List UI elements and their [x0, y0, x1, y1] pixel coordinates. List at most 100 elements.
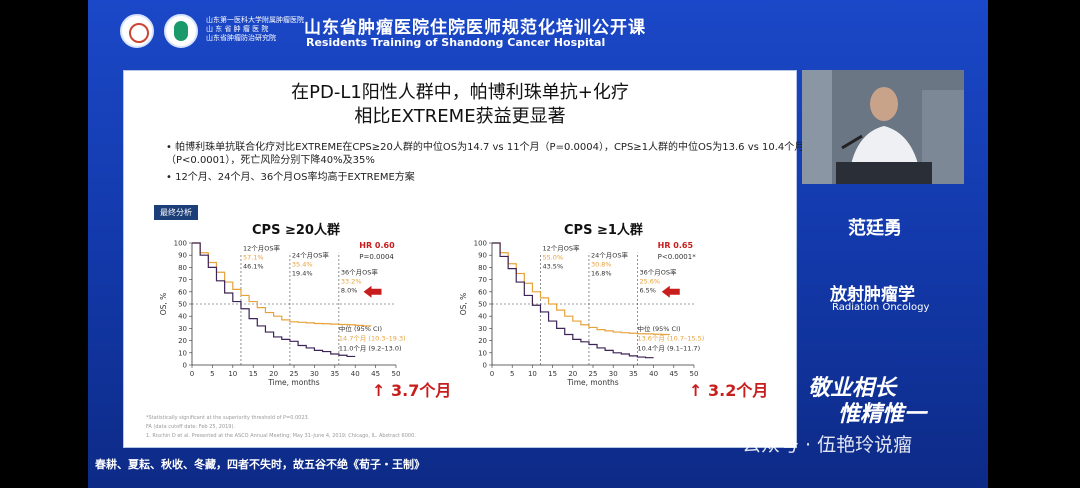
- chart1-landmark-purple-value: 19.4%: [292, 270, 313, 278]
- chart2-x-tick-label: 35: [629, 370, 638, 378]
- chart2-x-tick-label: 30: [609, 370, 618, 378]
- chart1-landmark-orange-value: 35.4%: [292, 261, 313, 269]
- chart1-landmark-orange-value: 57.1%: [243, 253, 264, 261]
- chart1-x-tick-label: 50: [392, 370, 401, 378]
- chart2-x-axis-label: Time, months: [566, 378, 618, 387]
- chart1-y-tick-label: 10: [178, 349, 187, 357]
- chart2-y-tick-label: 90: [478, 252, 487, 260]
- chart2-y-axis-label: OS, %: [459, 293, 468, 316]
- hospital-logo-icon: [164, 14, 198, 48]
- presenter-name: 范廷勇: [848, 218, 902, 239]
- chart2-y-tick-label: 0: [483, 362, 487, 370]
- chart1-y-tick-label: 50: [178, 301, 187, 309]
- right-letterbox: [988, 0, 1080, 488]
- department-name-en: Radiation Oncology: [832, 302, 930, 313]
- chart1-x-tick-label: 10: [228, 370, 237, 378]
- chart2-landmark-orange-value: 30.8%: [591, 261, 612, 269]
- chart1-median-header: 中位 (95% CI): [339, 324, 382, 333]
- course-title: 山东省肿瘤医院住院医师规范化培训公开课: [304, 18, 646, 38]
- chart2-landmark-purple-value: 6.5%: [639, 287, 656, 295]
- presentation-slide: 在PD-L1阳性人群中，帕博利珠单抗+化疗 相比EXTREME获益更显著 • 帕…: [123, 70, 804, 448]
- chart2-landmark-orange-value: 25.6%: [639, 278, 660, 286]
- chart1-hazard-ratio: HR 0.60: [359, 241, 395, 250]
- chart1-x-tick-label: 20: [269, 370, 278, 378]
- footnote-1: *Statistically significant at the superi…: [146, 415, 310, 421]
- department-name: 放射肿瘤学: [830, 285, 915, 305]
- course-title-en: Residents Training of Shandong Cancer Ho…: [306, 36, 606, 49]
- chart1-x-axis-label: Time, months: [267, 378, 319, 387]
- chart2-orange-curve: [492, 242, 670, 336]
- chart2-x-tick-label: 20: [568, 370, 577, 378]
- chart2-title: CPS ≥1人群: [564, 223, 643, 238]
- chart1-x-tick-label: 45: [371, 370, 380, 378]
- km-charts: 0 5 10 15 20 25 30 35 40 45 5001020304050607080901…: [159, 240, 704, 388]
- chart1-x-tick-label: 0: [190, 370, 194, 378]
- chart2-gain: ↑ 3.2个月: [689, 381, 769, 400]
- chart1-x-tick-label: 5: [210, 370, 214, 378]
- chart1-y-tick-label: 0: [183, 362, 187, 370]
- chart1-y-tick-label: 20: [178, 337, 187, 345]
- chart1-landmark-purple-value: 46.1%: [243, 262, 264, 270]
- chart2-x-tick-label: 15: [548, 370, 557, 378]
- chart1-landmark-label: 12个月OS率: [243, 243, 281, 252]
- chart2-highlight-arrow-icon: [661, 285, 680, 298]
- chart1-y-axis-label: OS, %: [159, 293, 168, 316]
- institution-names: 山东第一医科大学附属肿瘤医院 山 东 省 肿 瘤 医 院 山东省肿瘤防治研究院: [206, 16, 304, 42]
- chart2-y-tick-label: 10: [478, 349, 487, 357]
- chart2-landmark-purple-value: 43.5%: [542, 262, 563, 270]
- chart1-x-tick-label: 30: [310, 370, 319, 378]
- chart2-landmark-purple-value: 16.8%: [591, 270, 612, 278]
- bullet-list: • 帕博利珠单抗联合化疗对比EXTREME在CPS≥20人群的中位OS为14.7…: [166, 141, 806, 188]
- wechat-watermark: 公众号 · 伍艳玲说瘤: [742, 434, 913, 456]
- chart1-landmark-purple-value: 8.0%: [341, 287, 358, 295]
- chart2-y-tick-label: 40: [478, 313, 487, 321]
- scrolling-caption: 春耕、夏耘、秋收、冬藏，四者不失时，故五谷不绝《荀子・王制》: [95, 458, 425, 471]
- chart2-p-value: P<0.0001*: [658, 253, 697, 261]
- chart1-median-purple: 11.0个月 (9.2–13.0): [339, 344, 402, 352]
- chart1-landmark-label: 36个月OS率: [341, 268, 379, 277]
- left-letterbox: [0, 0, 88, 488]
- chart2-landmark-label: 12个月OS率: [542, 243, 580, 252]
- presenter-video: [802, 70, 964, 184]
- chart2-x-tick-label: 25: [589, 370, 598, 378]
- chart1-x-tick-label: 40: [351, 370, 360, 378]
- bullet-1: • 帕博利珠单抗联合化疗对比EXTREME在CPS≥20人群的中位OS为14.7…: [166, 142, 805, 166]
- chart1-x-tick-label: 35: [330, 370, 339, 378]
- chart1-orange-curve: [192, 242, 372, 327]
- chart2-y-tick-label: 20: [478, 337, 487, 345]
- chart2-x-tick-label: 50: [690, 370, 699, 378]
- chart2-median-orange: 13.6个月 (10.7–15.5): [637, 335, 704, 343]
- chart2-median-purple: 10.4个月 (9.1–11.7): [637, 344, 700, 352]
- chart1-median-orange: 14.7个月 (10.3–19.3): [339, 335, 406, 343]
- final-analysis-tag: 最终分析: [154, 205, 198, 220]
- chart2-purple-curve: [492, 242, 654, 359]
- chart2-x-tick-label: 40: [649, 370, 658, 378]
- chart1-y-tick-label: 60: [178, 288, 187, 296]
- chart2-landmark-orange-value: 55.0%: [542, 253, 563, 261]
- chart1-purple-curve: [192, 242, 356, 358]
- chart2-median-header: 中位 (95% CI): [637, 324, 680, 333]
- footnote-3: 1. Rischin D et al. Presented at the ASC…: [146, 433, 416, 439]
- slide-title: 在PD-L1阳性人群中，帕博利珠单抗+化疗 相比EXTREME获益更显著: [291, 82, 629, 127]
- chart1-x-tick-label: 15: [249, 370, 258, 378]
- chart1-x-tick-label: 25: [290, 370, 299, 378]
- chart2-x-tick-label: 10: [528, 370, 537, 378]
- chart1-y-tick-label: 100: [174, 240, 187, 248]
- chart1-title: CPS ≥20人群: [252, 223, 340, 238]
- chart2-y-tick-label: 50: [478, 301, 487, 309]
- chart1-landmark-label: 24个月OS率: [292, 251, 330, 260]
- chart1-highlight-arrow-icon: [363, 285, 382, 298]
- chart1-y-tick-label: 70: [178, 276, 187, 284]
- chart1-y-tick-label: 40: [178, 313, 187, 321]
- chart2-x-tick-label: 0: [490, 370, 494, 378]
- chart2-hazard-ratio: HR 0.65: [658, 241, 694, 250]
- chart1-gain: ↑ 3.7个月: [372, 381, 452, 400]
- chart2-y-tick-label: 100: [474, 240, 487, 248]
- chart1-y-tick-label: 80: [178, 264, 187, 272]
- chart2-y-tick-label: 80: [478, 264, 487, 272]
- chart1-y-tick-label: 90: [178, 252, 187, 260]
- chart2-y-tick-label: 70: [478, 276, 487, 284]
- bullet-2: • 12个月、24个月、36个月OS率均高于EXTREME方案: [166, 172, 415, 183]
- chart1-y-tick-label: 30: [178, 325, 187, 333]
- chart2-x-tick-label: 5: [510, 370, 514, 378]
